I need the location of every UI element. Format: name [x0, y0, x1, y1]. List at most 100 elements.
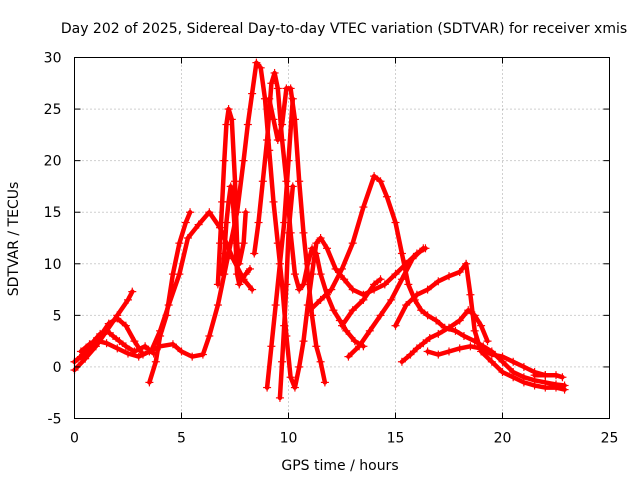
series-trace: [219, 184, 253, 287]
data-point: [316, 357, 325, 366]
data-point: [312, 342, 321, 351]
data-point: [286, 84, 295, 93]
chart-title: Day 202 of 2025, Sidereal Day-to-day VTE…: [61, 21, 627, 37]
data-point: [348, 306, 357, 315]
data-point: [376, 177, 385, 186]
data-point: [239, 156, 248, 165]
y-tick-label: 30: [44, 51, 62, 67]
data-point: [451, 326, 460, 335]
data-point: [121, 342, 130, 351]
data-point: [541, 371, 550, 380]
data-point: [359, 203, 368, 212]
y-tick-label: 25: [44, 102, 62, 118]
data-point: [290, 270, 299, 279]
data-point: [76, 352, 85, 361]
data-point: [408, 254, 417, 263]
data-point: [483, 337, 492, 346]
data-point: [359, 295, 368, 304]
data-point: [222, 218, 231, 227]
data-point: [376, 311, 385, 320]
data-point: [376, 275, 385, 284]
data-point: [267, 342, 276, 351]
data-point: [151, 357, 160, 366]
data-point: [288, 94, 297, 103]
data-point: [530, 381, 539, 390]
data-point: [263, 136, 272, 145]
data-point: [198, 350, 207, 359]
data-point: [128, 287, 137, 296]
data-point: [412, 344, 421, 353]
data-point: [282, 280, 291, 289]
series-arc-17: [263, 94, 297, 392]
series-layer: [70, 58, 569, 402]
data-point: [220, 249, 229, 258]
data-point: [462, 259, 471, 268]
data-point: [359, 342, 368, 351]
data-point: [459, 331, 468, 340]
data-point: [509, 357, 518, 366]
data-point: [541, 383, 550, 392]
data-point: [308, 244, 317, 253]
series-trace: [399, 307, 490, 365]
y-tick-label: 15: [44, 205, 62, 221]
data-point: [327, 285, 336, 294]
data-point: [434, 329, 443, 338]
data-point: [370, 172, 379, 181]
data-point: [124, 295, 132, 304]
series-arc-13: [423, 342, 550, 380]
data-point: [466, 342, 475, 351]
data-point: [269, 197, 278, 206]
series-arc-8: [305, 172, 569, 390]
axis-ticks: 0 5 10 15 20 25 -5 0 5 10 15 20 25 30: [44, 51, 619, 447]
data-point: [316, 295, 325, 304]
data-point: [149, 349, 158, 358]
data-point: [102, 326, 111, 335]
data-point: [342, 326, 351, 335]
data-point: [222, 120, 231, 129]
data-point: [391, 321, 400, 330]
data-point: [552, 371, 560, 380]
data-point: [263, 383, 272, 392]
data-point: [280, 218, 289, 227]
data-point: [455, 344, 464, 353]
data-point: [213, 280, 222, 289]
data-point: [216, 239, 225, 248]
data-point: [273, 84, 282, 93]
data-point: [81, 354, 90, 363]
data-point: [228, 197, 237, 206]
data-point: [344, 352, 353, 361]
data-point: [397, 357, 406, 366]
series-trace: [72, 328, 156, 365]
data-point: [168, 270, 177, 279]
data-point: [470, 311, 479, 320]
data-point: [141, 342, 150, 351]
data-point: [417, 306, 426, 315]
data-point: [245, 264, 254, 273]
data-point: [397, 249, 406, 258]
x-tick-label: 20: [494, 431, 512, 447]
data-point: [466, 290, 475, 299]
series-arc-18: [70, 326, 158, 366]
x-axis-label: GPS time / hours: [281, 458, 398, 474]
data-point: [267, 79, 276, 88]
data-point: [350, 337, 359, 346]
data-point: [434, 277, 443, 286]
data-point: [295, 285, 304, 294]
data-point: [299, 280, 308, 289]
data-point: [509, 373, 518, 382]
data-point: [241, 208, 250, 217]
data-point: [519, 362, 528, 371]
data-point: [560, 385, 569, 394]
data-point: [423, 285, 432, 294]
data-point: [295, 362, 304, 371]
data-point: [213, 301, 222, 310]
data-point: [498, 352, 507, 361]
data-point: [252, 58, 261, 67]
data-point: [231, 177, 239, 186]
data-point: [316, 234, 325, 242]
data-point: [338, 264, 346, 273]
data-point: [348, 285, 357, 294]
data-point: [254, 218, 263, 227]
data-point: [365, 326, 374, 335]
